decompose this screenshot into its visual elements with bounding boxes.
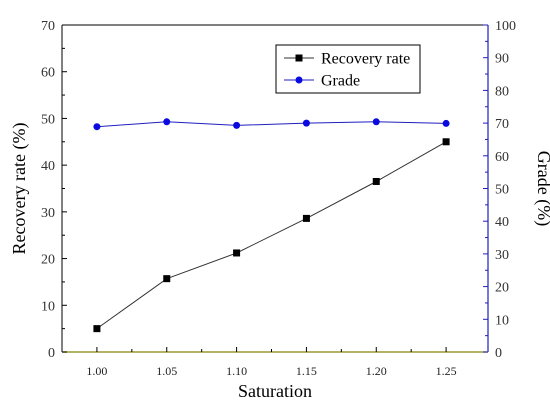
x-tick-label: 1.05 [156,364,177,378]
left-tick-label: 10 [41,299,55,314]
x-tick-label: 1.00 [86,364,107,378]
right-tick-label: 10 [495,313,509,328]
grade-point [163,118,171,126]
recovery-rate-point [233,249,241,257]
left-axis-title: Recovery rate (%) [9,123,30,255]
x-axis: 1.00 1.05 1.10 1.15 1.20 1.25 [86,347,457,378]
right-y-axis: 0 10 20 30 40 50 60 70 80 90 100 [483,19,516,361]
grade-point [302,119,310,127]
legend-grade-marker [295,76,303,84]
right-tick-label: 90 [495,52,509,67]
right-tick-label: 70 [495,117,509,132]
right-tick-label: 0 [495,346,502,361]
legend-recovery-rate-marker [295,54,303,62]
grade-line [96,121,447,128]
right-tick-label: 20 [495,281,509,296]
left-tick-label: 70 [41,19,55,34]
recovery-rate-line [96,141,447,330]
grade-point [372,118,380,126]
left-tick-label: 60 [41,66,55,81]
recovery-rate-point [93,325,101,333]
x-tick-label: 1.20 [366,364,387,378]
right-tick-label: 40 [495,215,509,230]
left-tick-label: 40 [41,159,55,174]
legend: Recovery rate Grade [275,44,421,94]
right-tick-label: 50 [495,183,509,198]
grade-point [233,121,241,129]
left-tick-label: 50 [41,112,55,127]
x-tick-label: 1.25 [436,364,457,378]
x-tick-label: 1.10 [226,364,247,378]
recovery-rate-point [302,214,310,222]
left-tick-label: 20 [41,253,55,268]
plot-area [61,24,489,353]
left-tick-label: 0 [48,346,55,361]
left-tick-label: 30 [41,206,55,221]
legend-recovery-rate-label: Recovery rate [321,51,410,68]
grade-point [93,123,101,131]
left-y-axis: 0 10 20 30 40 50 60 70 [41,19,67,361]
x-tick-label: 1.15 [296,364,317,378]
recovery-rate-point [442,138,450,146]
recovery-rate-point [372,177,380,185]
legend-box [275,44,421,94]
legend-grade-label: Grade [321,73,360,90]
series-layer [93,118,450,333]
right-tick-label: 30 [495,248,509,263]
x-axis-title: Saturation [238,381,312,401]
grade-point [442,119,450,127]
right-tick-label: 60 [495,150,509,165]
right-tick-label: 80 [495,84,509,99]
right-tick-label: 100 [495,19,516,34]
right-axis-title: Grade (%) [533,151,550,226]
recovery-rate-point [163,275,171,283]
